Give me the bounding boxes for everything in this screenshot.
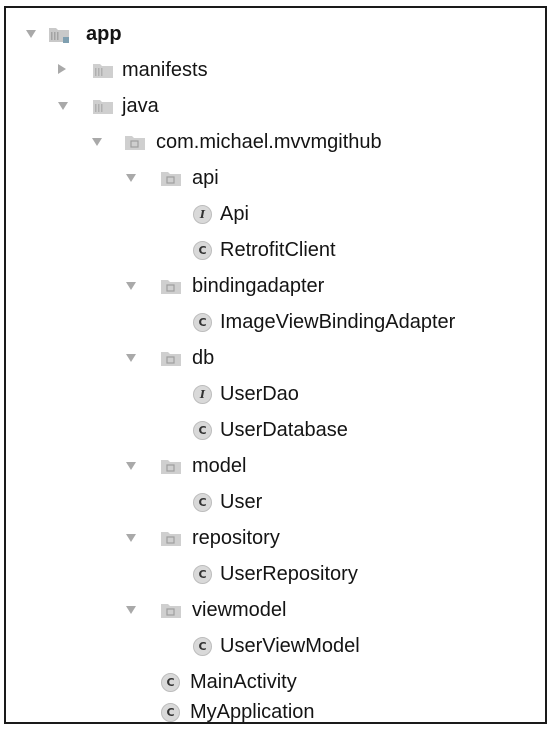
tree-node-label: MyApplication: [190, 701, 315, 723]
tree-node-db[interactable]: db: [6, 341, 545, 377]
tree-node-java[interactable]: java: [6, 89, 545, 125]
module-folder-icon: [49, 28, 69, 43]
tree-node-user-repository[interactable]: C UserRepository: [6, 557, 545, 593]
tree-node-label: api: [192, 167, 219, 189]
tree-node-user-database[interactable]: C UserDatabase: [6, 413, 545, 449]
chevron-right-icon[interactable]: [58, 64, 66, 74]
tree-node-label: java: [122, 95, 159, 117]
chevron-down-icon[interactable]: [126, 462, 136, 470]
package-folder-icon: [161, 604, 181, 618]
package-folder-icon: [161, 352, 181, 366]
tree-node-user[interactable]: C User: [6, 485, 545, 521]
class-icon: C: [193, 637, 212, 656]
tree-node-repository[interactable]: repository: [6, 521, 545, 557]
interface-icon: I: [193, 205, 212, 224]
tree-node-image-view-binding-adapter[interactable]: C ImageViewBindingAdapter: [6, 305, 545, 341]
class-icon: C: [193, 565, 212, 584]
chevron-down-icon[interactable]: [92, 138, 102, 146]
tree-node-label: repository: [192, 527, 280, 549]
tree-node-main-activity[interactable]: C MainActivity: [6, 665, 545, 701]
package-folder-icon: [161, 460, 181, 474]
tree-node-my-application[interactable]: C MyApplication: [6, 695, 545, 731]
project-tree-panel: app manifests java: [4, 6, 547, 724]
chevron-down-icon[interactable]: [126, 282, 136, 290]
tree-node-label: RetrofitClient: [220, 239, 336, 261]
tree-node-manifests[interactable]: manifests: [6, 53, 545, 89]
class-icon: C: [193, 313, 212, 332]
chevron-down-icon[interactable]: [126, 174, 136, 182]
class-icon: C: [193, 493, 212, 512]
tree-node-label: manifests: [122, 59, 208, 81]
package-folder-icon: [161, 280, 181, 294]
folder-icon: [93, 64, 113, 78]
class-icon: C: [193, 421, 212, 440]
tree-node-user-dao[interactable]: I UserDao: [6, 377, 545, 413]
class-icon: C: [161, 703, 180, 722]
tree-node-label: bindingadapter: [192, 275, 325, 297]
tree-node-label: User: [220, 491, 263, 513]
class-icon: C: [161, 673, 180, 692]
tree-node-api-interface[interactable]: I Api: [6, 197, 545, 233]
tree-node-label: model: [192, 455, 247, 477]
tree-node-label: com.michael.mvvmgithub: [156, 131, 382, 153]
chevron-down-icon[interactable]: [26, 30, 36, 38]
tree-node-model[interactable]: model: [6, 449, 545, 485]
tree-node-label: UserViewModel: [220, 635, 360, 657]
tree-node-user-view-model[interactable]: C UserViewModel: [6, 629, 545, 665]
chevron-down-icon[interactable]: [126, 354, 136, 362]
tree-node-package[interactable]: com.michael.mvvmgithub: [6, 125, 545, 161]
interface-icon: I: [193, 385, 212, 404]
tree-node-bindingadapter[interactable]: bindingadapter: [6, 269, 545, 305]
tree-node-label: app: [86, 23, 122, 45]
class-icon: C: [193, 241, 212, 260]
tree-node-label: db: [192, 347, 215, 369]
chevron-down-icon[interactable]: [126, 534, 136, 542]
tree-node-label: MainActivity: [190, 671, 297, 693]
tree-node-api[interactable]: api: [6, 161, 545, 197]
package-folder-icon: [161, 172, 181, 186]
chevron-down-icon[interactable]: [58, 102, 68, 110]
chevron-down-icon[interactable]: [126, 606, 136, 614]
tree-node-label: viewmodel: [192, 599, 287, 621]
tree-node-label: Api: [220, 203, 249, 225]
package-folder-icon: [161, 532, 181, 546]
tree-node-label: UserDatabase: [220, 419, 348, 441]
folder-icon: [93, 100, 113, 114]
tree-node-retrofit-client[interactable]: C RetrofitClient: [6, 233, 545, 269]
tree-node-label: UserRepository: [220, 563, 358, 585]
project-tree: app manifests java: [6, 8, 545, 723]
tree-node-label: UserDao: [220, 383, 299, 405]
package-folder-icon: [125, 136, 145, 150]
tree-node-viewmodel[interactable]: viewmodel: [6, 593, 545, 629]
tree-node-app[interactable]: app: [6, 17, 545, 53]
tree-node-label: ImageViewBindingAdapter: [220, 311, 456, 333]
